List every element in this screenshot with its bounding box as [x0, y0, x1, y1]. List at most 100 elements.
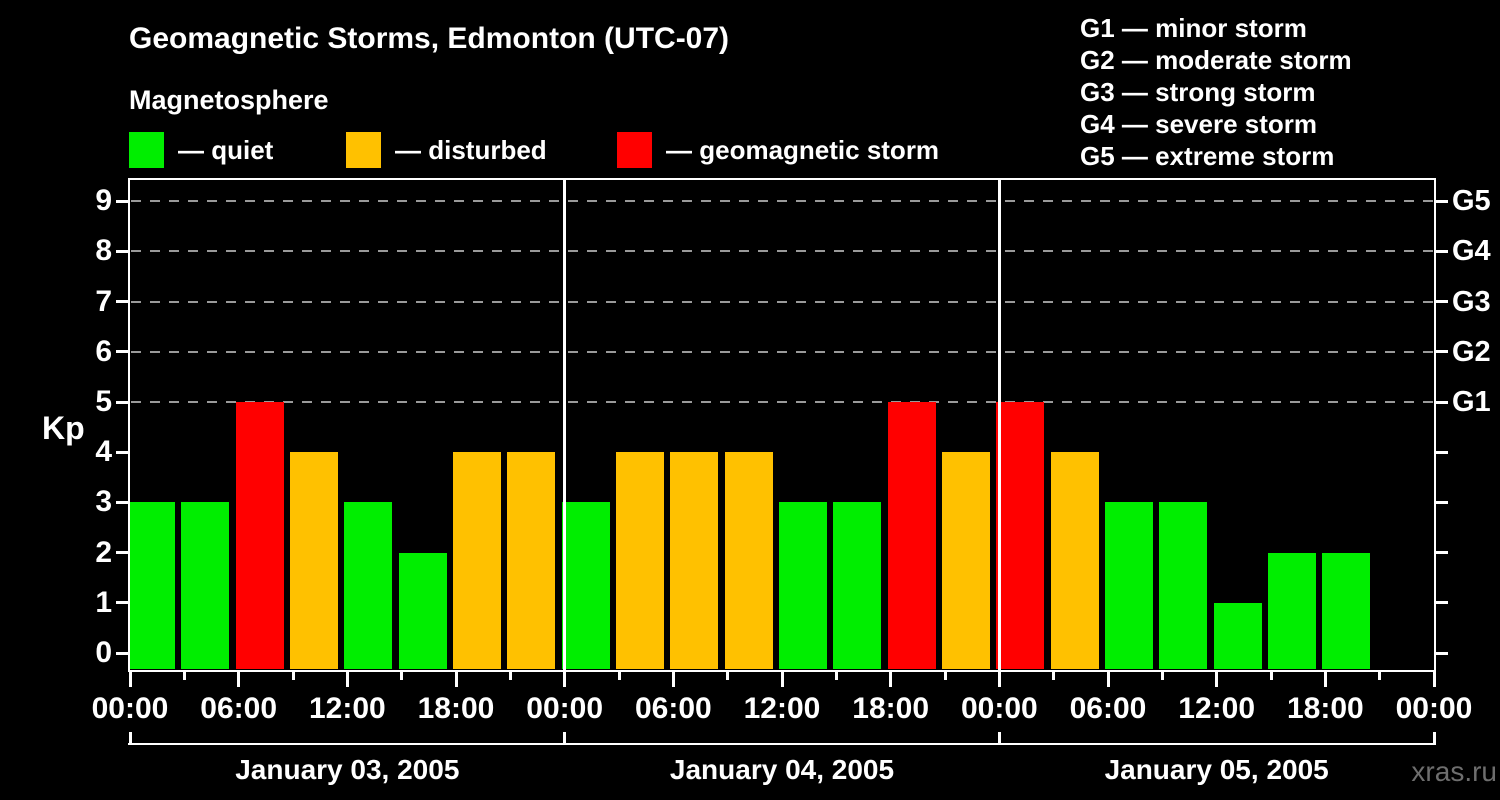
right-axis-tick: [1434, 300, 1448, 304]
right-axis-label: G4: [1452, 235, 1491, 268]
x-tick: [454, 672, 458, 687]
right-axis-label: G3: [1452, 285, 1491, 318]
kp-bar: [942, 452, 990, 669]
y-tick: [116, 300, 130, 304]
legend-item-disturbed: — disturbed: [346, 132, 547, 168]
y-axis-label: Kp: [42, 410, 85, 446]
date-bracket-tick: [997, 732, 1001, 745]
x-tick-label: 18:00: [852, 692, 930, 725]
kp-bar: [996, 402, 1045, 669]
date-bracket-line: [128, 743, 1436, 745]
kp-bar: [1213, 602, 1262, 669]
x-tick: [182, 672, 186, 680]
kp-bar: [453, 452, 501, 669]
y-tick-label: 0: [95, 636, 112, 669]
legend-label-disturbed: — disturbed: [395, 135, 547, 165]
x-tick-label: 00:00: [91, 692, 169, 725]
y-tick-label: 8: [95, 234, 112, 268]
kp-bar: [616, 452, 664, 669]
right-axis-tick: [1434, 500, 1448, 504]
x-tick: [617, 672, 621, 680]
x-tick: [128, 672, 132, 687]
kp-bar: [344, 502, 393, 669]
y-tick-label: 4: [95, 435, 112, 469]
kp-bar: [507, 452, 556, 669]
y-tick: [116, 450, 130, 454]
page-title: Geomagnetic Storms, Edmonton (UTC-07): [129, 22, 730, 55]
x-tick-label: 18:00: [417, 692, 495, 725]
x-tick-label: 00:00: [960, 692, 1038, 725]
kp-bar: [561, 502, 610, 669]
kp-bar: [130, 502, 175, 669]
x-tick: [508, 672, 512, 680]
x-tick: [1052, 672, 1056, 680]
legend-heading: Magnetosphere: [129, 85, 329, 115]
y-tick: [116, 500, 130, 504]
day-boundary-line: [563, 180, 567, 670]
kp-bar: [1322, 552, 1371, 669]
x-tick: [291, 672, 295, 680]
date-label: January 03, 2005: [235, 754, 460, 785]
x-tick: [1378, 672, 1382, 680]
storm-scale-g5: G5 — extreme storm: [1080, 141, 1335, 171]
kp-bar: [833, 502, 882, 669]
x-tick: [780, 672, 784, 687]
grid-line: [131, 401, 1433, 403]
right-axis-label: G5: [1452, 185, 1491, 218]
storm-color-swatch: [617, 132, 652, 168]
x-tick-label: 12:00: [743, 692, 821, 725]
legend-label-quiet: — quiet: [178, 135, 274, 165]
x-tick-label: 12:00: [308, 692, 386, 725]
kp-bar: [779, 502, 827, 669]
y-tick-label: 5: [95, 385, 112, 418]
kp-bar: [1268, 552, 1316, 669]
y-tick: [116, 199, 130, 203]
y-tick: [116, 551, 130, 555]
x-tick-label: 00:00: [1395, 692, 1473, 725]
y-tick: [116, 601, 130, 605]
date-bracket-tick: [1432, 732, 1436, 745]
y-tick-label: 1: [95, 585, 112, 619]
grid-line: [131, 300, 1433, 303]
storm-scale-g1: G1 — minor storm: [1080, 13, 1307, 43]
grid-line: [131, 200, 1433, 203]
x-tick-label: 06:00: [634, 692, 712, 725]
y-tick-label: 7: [95, 284, 112, 318]
date-bracket-tick: [563, 732, 567, 745]
quiet-color-swatch: [129, 132, 164, 168]
right-axis-tick: [1434, 400, 1448, 404]
kp-bar: [1105, 502, 1153, 669]
disturbed-color-swatch: [346, 132, 381, 168]
legend-label-storm: — geomagnetic storm: [666, 135, 940, 165]
date-label: January 05, 2005: [1104, 754, 1329, 785]
x-tick: [1432, 672, 1436, 687]
x-tick: [1269, 672, 1273, 680]
y-tick-label: 6: [95, 334, 112, 368]
y-tick: [116, 249, 130, 253]
kp-bar: [398, 552, 447, 669]
x-tick: [345, 672, 349, 687]
x-tick: [1106, 672, 1110, 687]
x-tick-label: 18:00: [1286, 692, 1364, 725]
x-tick: [563, 672, 567, 687]
right-axis-tick: [1434, 199, 1448, 203]
x-tick-label: 12:00: [1178, 692, 1256, 725]
legend-item-storm: — geomagnetic storm: [617, 132, 939, 168]
right-axis-tick: [1434, 350, 1448, 354]
watermark: xras.ru: [1411, 756, 1497, 787]
plot-border: [128, 178, 1436, 672]
right-axis-label: G2: [1452, 335, 1491, 368]
right-axis-tick: [1434, 551, 1448, 555]
right-axis-tick: [1434, 651, 1448, 655]
x-tick: [1323, 672, 1327, 687]
x-tick: [997, 672, 1001, 687]
x-tick-label: 06:00: [200, 692, 278, 725]
x-tick: [943, 672, 947, 680]
x-tick: [889, 672, 893, 687]
x-tick: [671, 672, 675, 687]
x-tick: [1215, 672, 1219, 687]
y-tick: [116, 350, 130, 354]
grid-line: [131, 250, 1433, 253]
